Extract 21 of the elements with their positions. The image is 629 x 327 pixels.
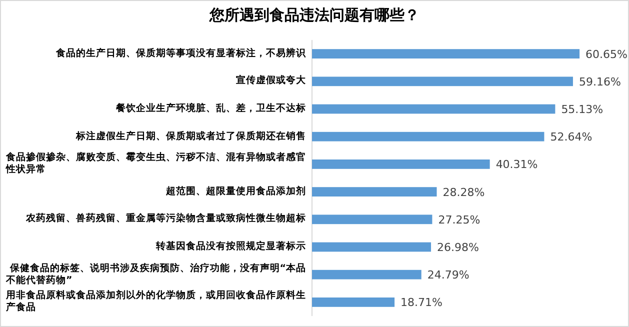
data-label: 55.13% bbox=[561, 103, 604, 116]
y-tick-label: 农药残留、兽药残留、重金属等污染物含量或致病性微生物超标 bbox=[26, 213, 306, 226]
data-label: 59.16% bbox=[578, 75, 621, 88]
y-tick-label: 保健食品的标签、说明书涉及疾病预防、治疗功能，没有声明“本品不能代替药物” bbox=[6, 262, 306, 287]
y-tick-label: 转基因食品没有按照规定显著标示 bbox=[156, 241, 306, 253]
data-label: 28.28% bbox=[442, 186, 485, 199]
chart-title: 您所遇到食品违法问题有哪些？ bbox=[208, 6, 420, 25]
data-label: 27.25% bbox=[438, 213, 480, 226]
y-tick-label: 宣传虚假或夸大 bbox=[236, 75, 306, 88]
data-label: 60.65% bbox=[586, 48, 628, 61]
y-tick-label: 餐饮企业生产环境脏、乱、差，卫生不达标 bbox=[116, 103, 306, 115]
y-tick-label: 食品的生产日期、保质期等事项没有显著标注，不易辨识 bbox=[56, 48, 306, 60]
data-label: 18.71% bbox=[400, 296, 442, 310]
y-tick-label: 用非食品原料或食品添加剂以外的化学物质，或用回收食品作原料生产食品 bbox=[6, 290, 306, 314]
y-tick-label: 标注虚假生产日期、保质期或者过了保质期还在销售 bbox=[76, 130, 306, 143]
y-tick-label: 超范围、超限量使用食品添加剂 bbox=[166, 186, 306, 198]
y-tick-label: 食品掺假掺杂、腐败变质、霉变生虫、污秽不洁、混有异物或者感官性状异常 bbox=[6, 152, 306, 176]
data-label: 24.79% bbox=[427, 268, 470, 282]
data-label: 52.64% bbox=[550, 130, 592, 144]
data-label: 40.31% bbox=[496, 158, 538, 172]
data-label: 26.98% bbox=[437, 241, 479, 254]
